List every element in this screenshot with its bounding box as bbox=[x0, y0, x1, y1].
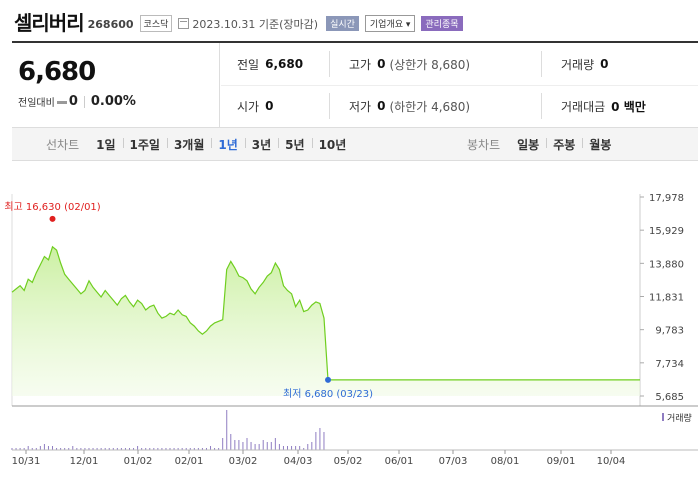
change-row: 전일대비 0 0.00% bbox=[18, 94, 136, 109]
change-value: 0 bbox=[68, 94, 78, 109]
x-tick-label: 05/02 bbox=[334, 456, 363, 467]
info-value: 0 bbox=[265, 99, 274, 113]
y-tick-label: 15,929 bbox=[649, 226, 684, 237]
info-sub-value: (하한가 4,680) bbox=[389, 99, 471, 114]
info-open: 시가 0 bbox=[237, 85, 273, 127]
company-overview-dropdown[interactable]: 기업개요 ▾ bbox=[364, 15, 416, 32]
info-value: 0 bbox=[600, 57, 609, 71]
managed-stock-badge[interactable]: 관리종목 bbox=[421, 16, 463, 31]
period-10y[interactable]: 10년 bbox=[311, 136, 354, 153]
info-value: 0 bbox=[377, 99, 386, 113]
info-label: 저가 bbox=[349, 99, 372, 114]
realtime-button[interactable]: 실시간 bbox=[326, 16, 359, 31]
price-summary: 6,680 전일대비 0 0.00% bbox=[12, 43, 220, 127]
change-separator bbox=[83, 95, 85, 108]
base-date: 2023.10.31 기준(장마감) bbox=[192, 17, 319, 31]
flat-change-icon bbox=[56, 101, 67, 104]
info-label: 거래대금 bbox=[561, 99, 606, 114]
stock-code: 268600 bbox=[87, 17, 134, 31]
info-divider bbox=[329, 93, 330, 119]
info-divider bbox=[541, 51, 542, 77]
candle-daily[interactable]: 일봉 bbox=[517, 137, 540, 152]
price-line bbox=[11, 245, 640, 381]
y-tick-label: 7,734 bbox=[655, 359, 684, 370]
stock-name: 셀리버리 bbox=[14, 10, 85, 35]
x-tick-label: 06/01 bbox=[385, 456, 414, 467]
x-tick-label: 09/01 bbox=[547, 456, 576, 467]
candle-chart-label: 봉차트 bbox=[467, 137, 501, 152]
header-divider bbox=[12, 41, 698, 43]
info-high: 고가 0 (상한가 8,680) bbox=[349, 43, 470, 85]
x-tick-label: 07/03 bbox=[439, 456, 468, 467]
current-price: 6,680 bbox=[18, 57, 96, 87]
high-marker bbox=[49, 215, 56, 222]
change-percent: 0.00% bbox=[90, 94, 136, 109]
market-badge: 코스닥 bbox=[139, 15, 173, 32]
period-3y[interactable]: 3년 bbox=[244, 136, 278, 153]
chart-period-bar: 선차트 1일 1주일 3개월 1년 3년 5년 10년 봉차트 일봉 주봉 월봉 bbox=[12, 127, 698, 161]
low-marker bbox=[325, 376, 332, 383]
info-low: 저가 0 (하한가 4,680) bbox=[349, 85, 470, 127]
price-area bbox=[12, 246, 640, 396]
info-row-divider bbox=[221, 85, 698, 86]
period-1y[interactable]: 1년 bbox=[211, 136, 244, 153]
info-value: 0 bbox=[377, 57, 386, 71]
candle-weekly[interactable]: 주봉 bbox=[546, 136, 582, 153]
line-chart-label: 선차트 bbox=[46, 137, 80, 152]
candle-monthly[interactable]: 월봉 bbox=[582, 136, 618, 153]
x-tick-label: 12/01 bbox=[70, 456, 99, 467]
period-3m[interactable]: 3개월 bbox=[166, 136, 211, 153]
line-chart-periods: 선차트 1일 1주일 3개월 1년 3년 5년 10년 bbox=[46, 128, 353, 160]
info-volume: 거래량 0 bbox=[561, 43, 608, 85]
y-tick-label: 5,685 bbox=[655, 392, 684, 403]
y-tick-label: 11,831 bbox=[649, 293, 684, 304]
info-label: 고가 bbox=[349, 57, 372, 72]
info-amount: 거래대금 0 백만 bbox=[561, 85, 646, 127]
info-prev-close: 전일 6,680 bbox=[237, 43, 303, 85]
x-tick-label: 03/02 bbox=[229, 456, 258, 467]
info-label: 전일 bbox=[237, 57, 260, 72]
x-tick-label: 01/02 bbox=[124, 456, 153, 467]
x-tick-label: 02/01 bbox=[175, 456, 204, 467]
x-tick-label: 10/04 bbox=[597, 456, 626, 467]
high-label: 최고 16,630 (02/01) bbox=[4, 201, 100, 213]
volume-legend-swatch bbox=[662, 413, 664, 421]
change-label: 전일대비 bbox=[18, 98, 55, 109]
y-tick-label: 17,978 bbox=[649, 193, 684, 204]
info-divider bbox=[329, 51, 330, 77]
info-label: 시가 bbox=[237, 99, 260, 114]
period-1w[interactable]: 1주일 bbox=[122, 136, 167, 153]
calendar-icon bbox=[178, 18, 190, 29]
period-5y[interactable]: 5년 bbox=[278, 136, 311, 153]
x-tick-label: 10/31 bbox=[12, 456, 41, 467]
y-tick-label: 9,783 bbox=[655, 326, 684, 337]
candle-chart-periods: 봉차트 일봉 주봉 월봉 bbox=[467, 128, 618, 160]
x-tick-label: 08/01 bbox=[491, 456, 520, 467]
info-label: 거래량 bbox=[561, 57, 595, 72]
period-1d[interactable]: 1일 bbox=[96, 137, 116, 152]
stock-header: 셀리버리 268600 코스닥 2023.10.31 기준(장마감) 실시간 기… bbox=[14, 6, 463, 36]
info-value: 6,680 bbox=[265, 57, 304, 71]
y-tick-label: 13,880 bbox=[649, 259, 684, 270]
info-sub-value: (상한가 8,680) bbox=[389, 57, 471, 72]
price-info-grid: 전일 6,680 고가 0 (상한가 8,680) 거래량 0 시가 0 저가 … bbox=[221, 43, 698, 127]
x-tick-label: 04/03 bbox=[284, 456, 313, 467]
info-divider bbox=[541, 93, 542, 119]
volume-legend: 거래량 bbox=[667, 412, 692, 424]
price-chart[interactable]: 17,978 15,929 13,880 11,831 9,783 7,734 5,685 최… bbox=[0, 170, 698, 480]
info-value: 0 백만 bbox=[611, 99, 646, 114]
low-label: 최저 6,680 (03/23) bbox=[283, 388, 373, 400]
